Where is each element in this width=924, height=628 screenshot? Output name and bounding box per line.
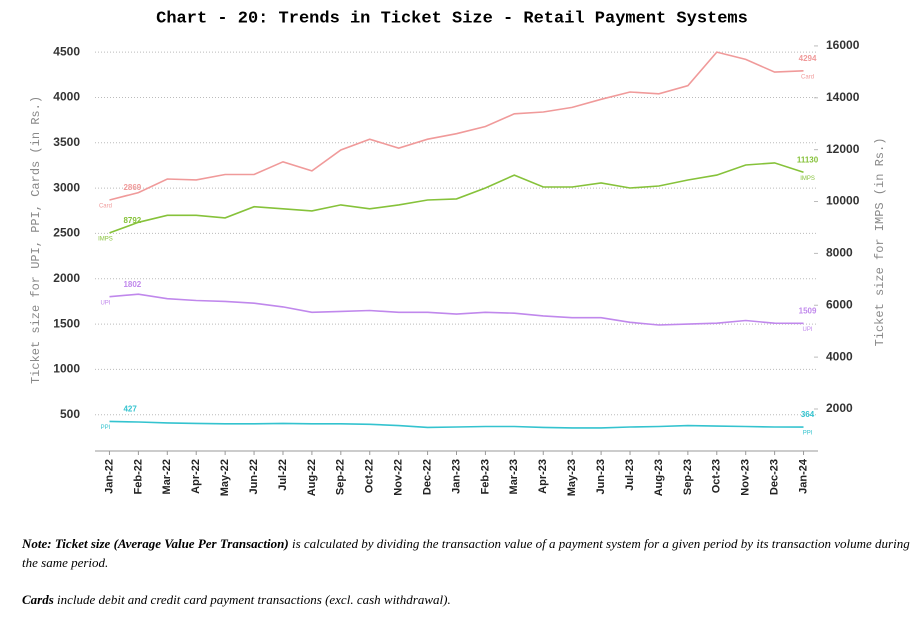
y-tick-label: 2000 [53, 271, 80, 285]
series-line [109, 420, 804, 429]
x-tick-label: Aug-22 [306, 459, 318, 496]
series-line [109, 293, 804, 326]
x-tick-label: Jul-23 [624, 459, 636, 491]
x-tick-label: Jan-22 [103, 459, 115, 494]
series-label: IMPS [800, 176, 815, 182]
note: Note: Ticket size (Average Value Per Tra… [22, 534, 912, 572]
y2-tick-label: 14000 [826, 90, 860, 104]
x-tick-label: Dec-23 [769, 459, 781, 495]
data-label: 427 [123, 404, 137, 413]
x-tick-label: May-23 [566, 459, 578, 496]
x-tick-label: Oct-22 [364, 459, 376, 493]
data-label: 1802 [123, 280, 141, 289]
x-tick-label: Sep-23 [682, 459, 694, 495]
x-tick-label: Jul-22 [277, 459, 289, 491]
series-label: UPI [803, 327, 813, 333]
y-tick-label: 1000 [53, 362, 80, 376]
y-tick-label: 3000 [53, 180, 80, 194]
y-tick-label: 3500 [53, 135, 80, 149]
series-label: PPI [101, 425, 111, 431]
x-tick-label: Jan-23 [450, 459, 462, 494]
x-tick-label: Jun-22 [248, 459, 260, 494]
y2-axis-title: Ticket size for IMPS (in Rs.) [873, 138, 887, 347]
x-tick-label: Nov-23 [740, 459, 752, 496]
x-tick-label: Aug-23 [653, 459, 665, 496]
note-text: is calculated by dividing the transactio… [22, 536, 910, 570]
x-tick-label: Jan-24 [797, 458, 809, 494]
x-tick-label: Sep-22 [335, 459, 347, 495]
y2-tick-label: 12000 [826, 142, 860, 156]
x-tick-label: Oct-23 [711, 459, 723, 493]
y2-tick-label: 10000 [826, 194, 860, 208]
series-label: UPI [100, 300, 110, 306]
x-tick-label: Mar-23 [508, 459, 520, 494]
cards-note: Cards include debit and credit card paym… [22, 590, 912, 609]
data-label: 8792 [123, 216, 141, 225]
series-line [109, 162, 804, 234]
y-tick-label: 4000 [53, 90, 80, 104]
series-label: PPI [803, 431, 813, 437]
y-axis-title: Ticket size for UPI, PPI, Cards (in Rs.) [29, 96, 43, 384]
y2-tick-label: 4000 [826, 349, 853, 363]
x-tick-label: Dec-22 [421, 459, 433, 495]
x-tick-label: Apr-23 [537, 459, 549, 494]
chart-title: Chart - 20: Trends in Ticket Size - Reta… [156, 9, 748, 28]
cards-text: include debit and credit card payment tr… [57, 592, 451, 607]
data-label: 2869 [123, 183, 141, 192]
notes: Note: Ticket size (Average Value Per Tra… [22, 534, 912, 627]
series-label: IMPS [98, 236, 113, 242]
x-tick-label: Feb-23 [479, 459, 491, 494]
y2-tick-label: 2000 [826, 401, 853, 415]
y2-tick-label: 16000 [826, 38, 860, 52]
x-tick-label: May-22 [219, 459, 231, 496]
data-label: 11130 [797, 155, 819, 164]
x-tick-label: Nov-22 [393, 459, 405, 496]
note-bold: Note: Ticket size (Average Value Per Tra… [22, 536, 289, 551]
cards-bold: Cards [22, 592, 54, 607]
series-line [109, 51, 804, 201]
series-label: Card [99, 204, 112, 210]
y-tick-label: 4500 [53, 44, 80, 58]
x-tick-label: Jun-23 [595, 459, 607, 494]
x-tick-label: Feb-22 [132, 459, 144, 494]
chart: Chart - 20: Trends in Ticket Size - Reta… [29, 9, 887, 496]
y-tick-label: 500 [60, 407, 80, 421]
x-tick-label: Apr-22 [190, 459, 202, 494]
y-tick-label: 1500 [53, 316, 80, 330]
data-label: 364 [801, 410, 815, 419]
data-label: 1509 [799, 306, 817, 315]
series-label: Card [801, 74, 814, 80]
y-tick-label: 2500 [53, 226, 80, 240]
y2-tick-label: 8000 [826, 246, 853, 260]
y2-tick-label: 6000 [826, 297, 853, 311]
x-tick-label: Mar-22 [161, 459, 173, 494]
data-label: 4294 [799, 54, 817, 63]
